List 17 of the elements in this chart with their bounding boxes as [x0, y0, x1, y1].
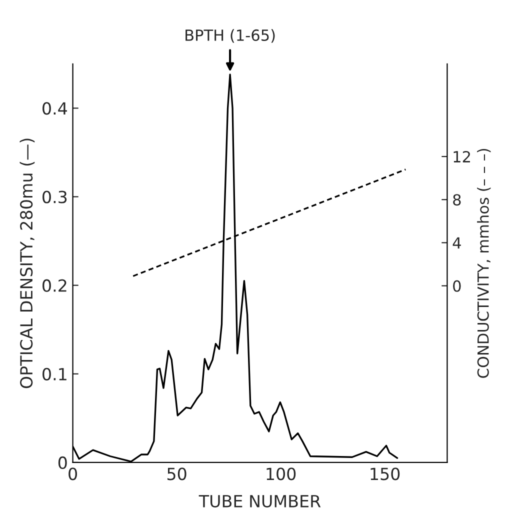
y2-axis-title: CONDUCTIVITY, mmhos (– – –): [477, 148, 491, 378]
y-tick-label: 0.3: [42, 190, 67, 204]
x-tick-label: 150: [370, 468, 400, 480]
x-tick-label: 100: [266, 468, 296, 480]
y2-tick-label: 12: [454, 150, 470, 162]
x-tick-label: 50: [167, 468, 186, 480]
y-tick-label: 0.4: [42, 102, 68, 115]
x-tick-label: 0: [68, 468, 77, 480]
annotation: BPTH (1-65): [186, 29, 275, 43]
y2-tick-label: 0: [453, 280, 461, 292]
y-tick-label: 0.2: [42, 279, 66, 292]
y2-tick-label: 4: [452, 237, 461, 248]
y-axis-title: OPTICAL DENSITY, 280mu (—): [20, 138, 35, 388]
y-tick-label: 0.1: [42, 368, 66, 380]
x-axis-title: TUBE NUMBER: [198, 495, 321, 508]
y-tick-label: 0: [58, 456, 67, 470]
y2-tick-label: 8: [453, 194, 461, 206]
